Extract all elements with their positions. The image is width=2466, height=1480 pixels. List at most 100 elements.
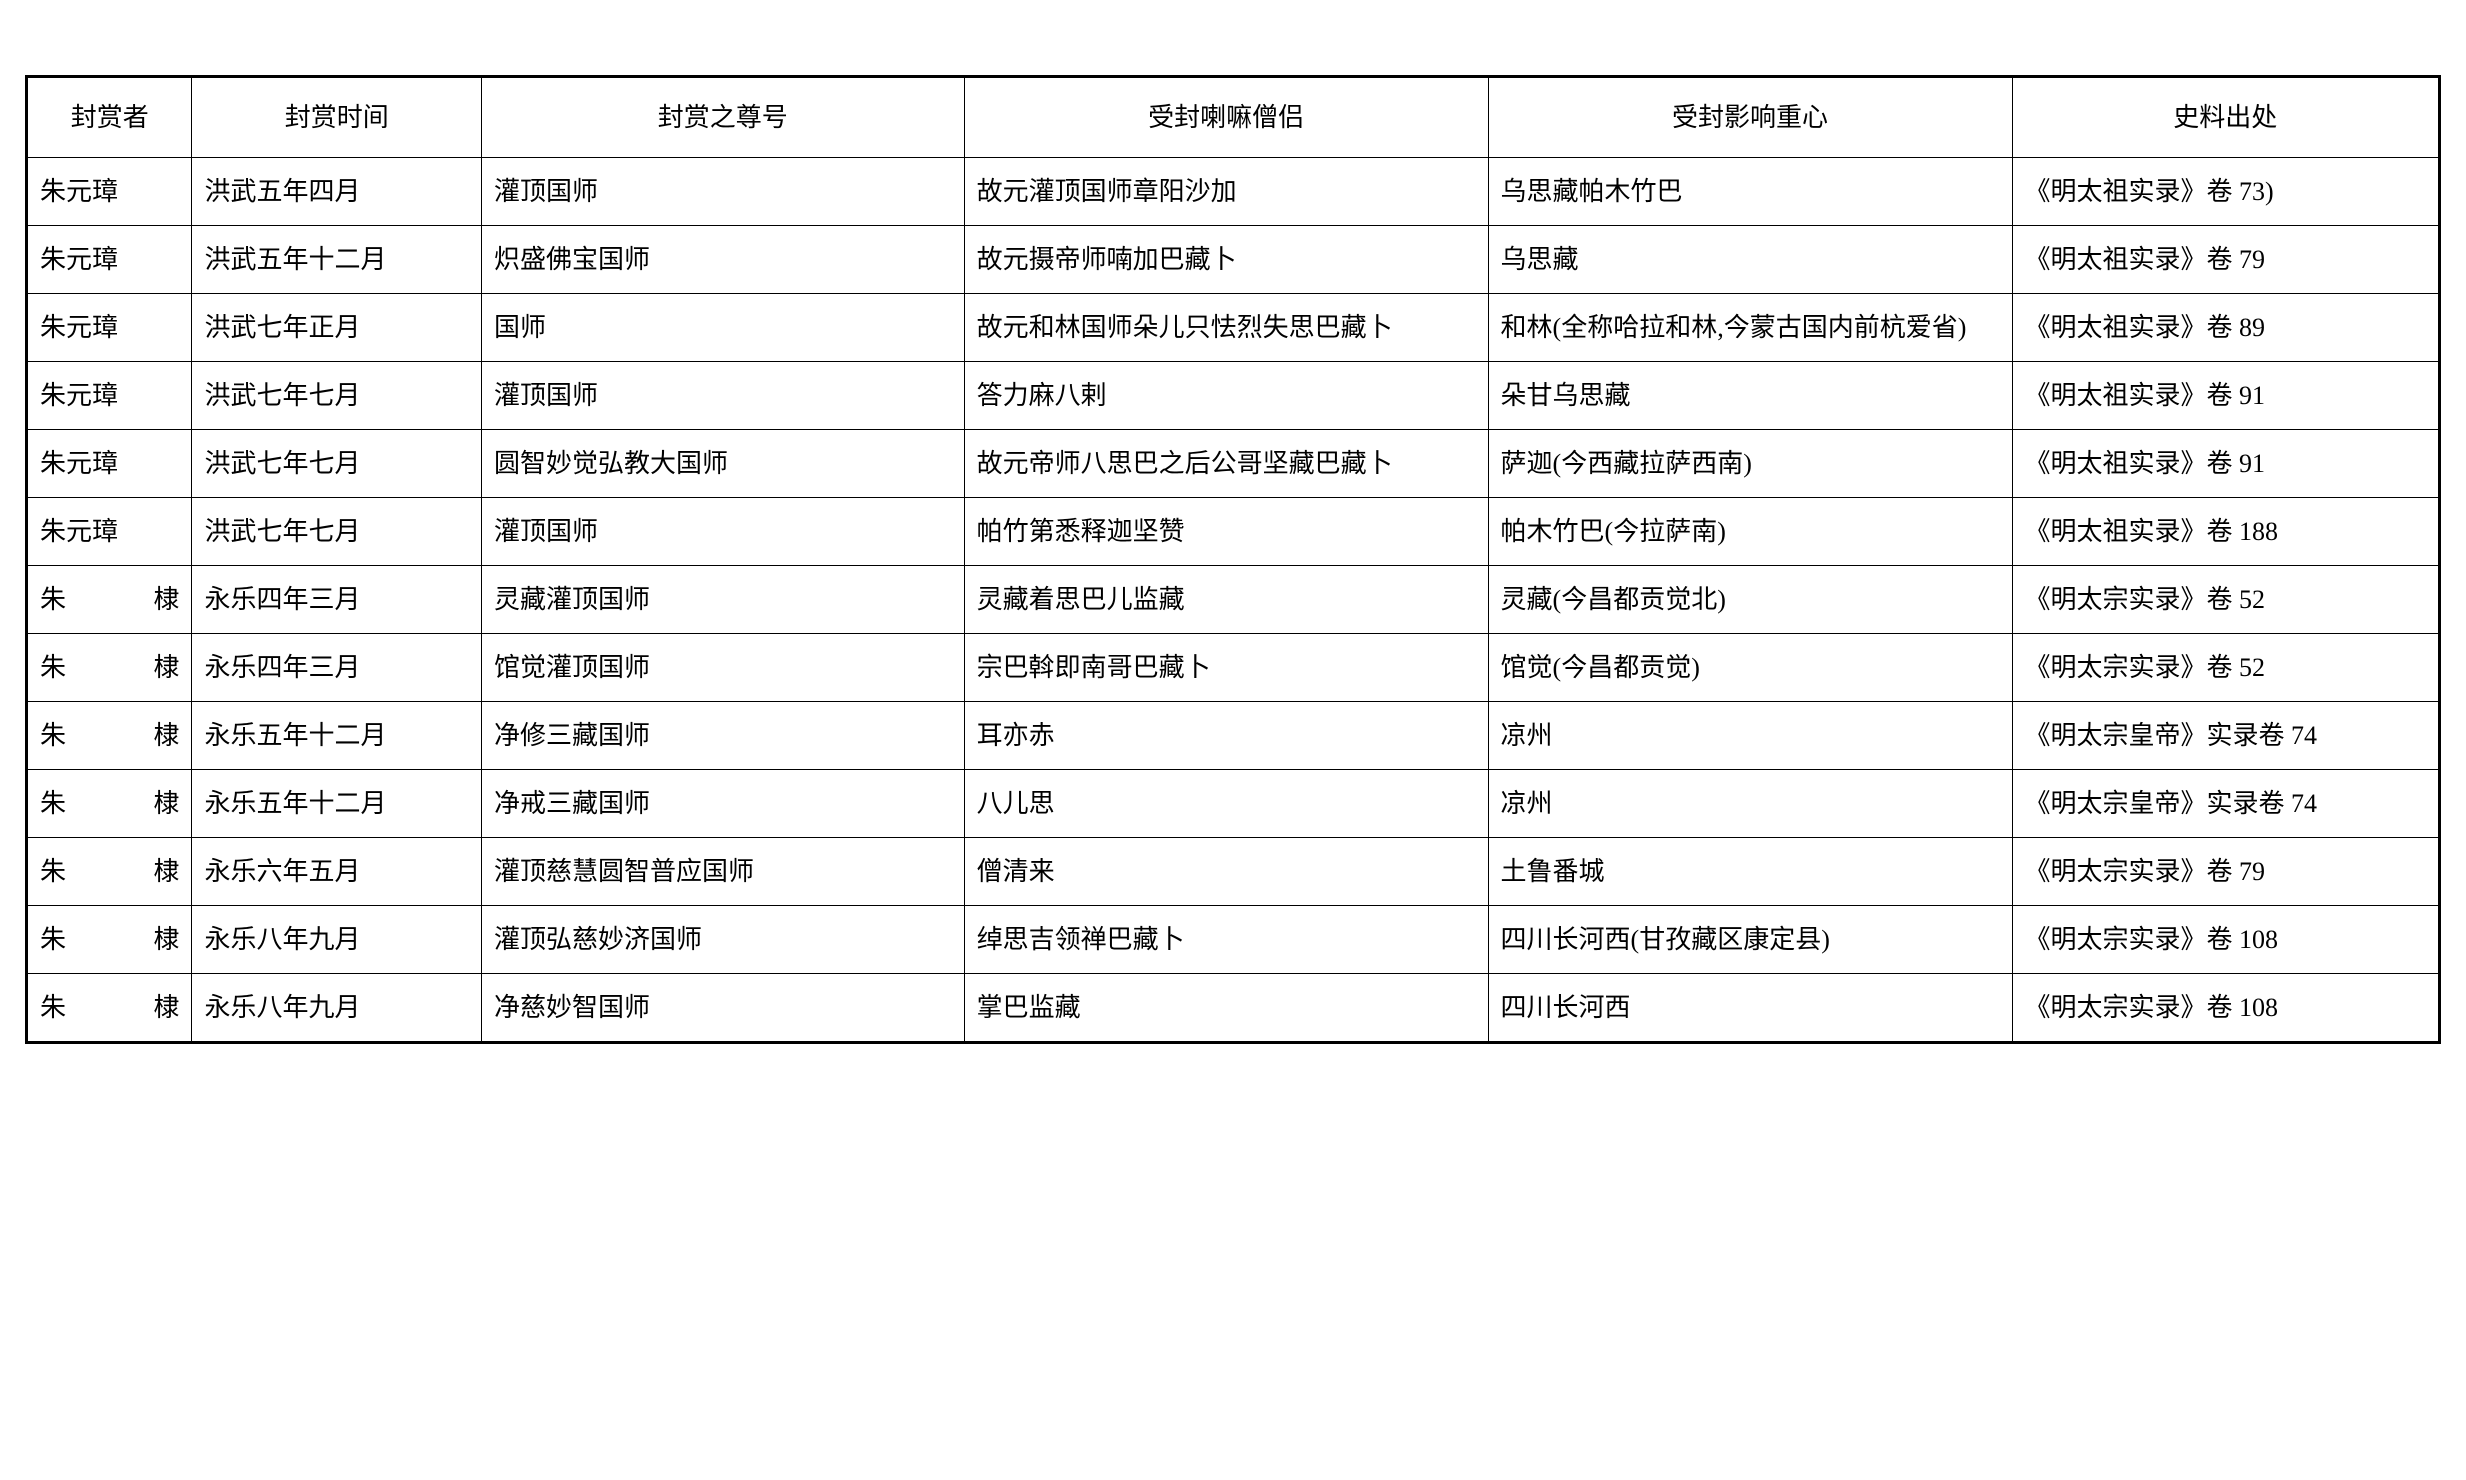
table-cell: 《明太宗实录》卷 108 bbox=[2012, 974, 2440, 1043]
table-cell: 净慈妙智国师 bbox=[482, 974, 965, 1043]
header-lama: 受封喇嘛僧侣 bbox=[964, 77, 1488, 158]
table-cell: 永乐六年五月 bbox=[192, 838, 482, 906]
table-cell: 《明太祖实录》卷 89 bbox=[2012, 294, 2440, 362]
table-cell: 《明太宗实录》卷 52 bbox=[2012, 566, 2440, 634]
table-cell: 乌思藏帕木竹巴 bbox=[1488, 158, 2012, 226]
table-cell: 灵藏着思巴儿监藏 bbox=[964, 566, 1488, 634]
table-row: 朱元璋洪武七年七月圆智妙觉弘教大国师故元帝师八思巴之后公哥坚藏巴藏卜萨迦(今西藏… bbox=[27, 430, 2440, 498]
table-body: 朱元璋洪武五年四月灌顶国师故元灌顶国师章阳沙加乌思藏帕木竹巴《明太祖实录》卷 7… bbox=[27, 158, 2440, 1043]
table-cell: 朱元璋 bbox=[27, 430, 192, 498]
table-cell: 灌顶慈慧圆智普应国师 bbox=[482, 838, 965, 906]
table-cell: 永乐四年三月 bbox=[192, 634, 482, 702]
table-cell: 永乐五年十二月 bbox=[192, 702, 482, 770]
table-row: 朱 棣永乐五年十二月净戒三藏国师八儿思凉州《明太宗皇帝》实录卷 74 bbox=[27, 770, 2440, 838]
table-cell: 朱 棣 bbox=[27, 634, 192, 702]
table-cell: 四川长河西(甘孜藏区康定县) bbox=[1488, 906, 2012, 974]
table-cell: 四川长河西 bbox=[1488, 974, 2012, 1043]
table-cell: 《明太祖实录》卷 73) bbox=[2012, 158, 2440, 226]
table-cell: 八儿思 bbox=[964, 770, 1488, 838]
table-cell: 朱 棣 bbox=[27, 906, 192, 974]
table-cell: 《明太祖实录》卷 91 bbox=[2012, 430, 2440, 498]
table-cell: 永乐四年三月 bbox=[192, 566, 482, 634]
table-cell: 朱 棣 bbox=[27, 838, 192, 906]
table-cell: 故元和林国师朵儿只怯烈失思巴藏卜 bbox=[964, 294, 1488, 362]
table-cell: 洪武五年十二月 bbox=[192, 226, 482, 294]
table-cell: 掌巴监藏 bbox=[964, 974, 1488, 1043]
table-cell: 帕木竹巴(今拉萨南) bbox=[1488, 498, 2012, 566]
table-row: 朱元璋洪武七年七月灌顶国师帕竹第悉释迦坚赞帕木竹巴(今拉萨南)《明太祖实录》卷 … bbox=[27, 498, 2440, 566]
header-affected: 受封影响重心 bbox=[1488, 77, 2012, 158]
table-row: 朱 棣永乐四年三月馆觉灌顶国师宗巴斡即南哥巴藏卜馆觉(今昌都贡觉)《明太宗实录》… bbox=[27, 634, 2440, 702]
table-cell: 炽盛佛宝国师 bbox=[482, 226, 965, 294]
table-cell: 朱元璋 bbox=[27, 498, 192, 566]
table-cell: 《明太宗实录》卷 79 bbox=[2012, 838, 2440, 906]
table-cell: 僧清来 bbox=[964, 838, 1488, 906]
table-row: 朱元璋洪武五年四月灌顶国师故元灌顶国师章阳沙加乌思藏帕木竹巴《明太祖实录》卷 7… bbox=[27, 158, 2440, 226]
table-cell: 宗巴斡即南哥巴藏卜 bbox=[964, 634, 1488, 702]
table-cell: 朱 棣 bbox=[27, 702, 192, 770]
table-row: 朱元璋洪武五年十二月炽盛佛宝国师故元摄帝师喃加巴藏卜乌思藏《明太祖实录》卷 79 bbox=[27, 226, 2440, 294]
header-time: 封赏时间 bbox=[192, 77, 482, 158]
conferment-table: 封赏者 封赏时间 封赏之尊号 受封喇嘛僧侣 受封影响重心 史料出处 朱元璋洪武五… bbox=[25, 75, 2441, 1044]
table-cell: 《明太宗皇帝》实录卷 74 bbox=[2012, 702, 2440, 770]
table-cell: 朱 棣 bbox=[27, 974, 192, 1043]
table-row: 朱 棣永乐八年九月灌顶弘慈妙济国师绰思吉领禅巴藏卜四川长河西(甘孜藏区康定县)《… bbox=[27, 906, 2440, 974]
table-row: 朱 棣永乐四年三月灵藏灌顶国师灵藏着思巴儿监藏灵藏(今昌都贡觉北)《明太宗实录》… bbox=[27, 566, 2440, 634]
table-cell: 和林(全称哈拉和林,今蒙古国内前杭爱省) bbox=[1488, 294, 2012, 362]
table-cell: 圆智妙觉弘教大国师 bbox=[482, 430, 965, 498]
table-cell: 灌顶国师 bbox=[482, 158, 965, 226]
table-cell: 《明太宗实录》卷 108 bbox=[2012, 906, 2440, 974]
table-cell: 洪武七年正月 bbox=[192, 294, 482, 362]
table-cell: 馆觉(今昌都贡觉) bbox=[1488, 634, 2012, 702]
table-cell: 朱 棣 bbox=[27, 770, 192, 838]
table-row: 朱 棣永乐八年九月净慈妙智国师掌巴监藏四川长河西《明太宗实录》卷 108 bbox=[27, 974, 2440, 1043]
table-cell: 《明太祖实录》卷 79 bbox=[2012, 226, 2440, 294]
table-row: 朱 棣永乐六年五月灌顶慈慧圆智普应国师僧清来土鲁番城《明太宗实录》卷 79 bbox=[27, 838, 2440, 906]
table-cell: 洪武七年七月 bbox=[192, 430, 482, 498]
header-source: 史料出处 bbox=[2012, 77, 2440, 158]
table-cell: 朵甘乌思藏 bbox=[1488, 362, 2012, 430]
table-cell: 永乐八年九月 bbox=[192, 974, 482, 1043]
table-cell: 永乐五年十二月 bbox=[192, 770, 482, 838]
table-cell: 灌顶国师 bbox=[482, 498, 965, 566]
table-cell: 洪武七年七月 bbox=[192, 362, 482, 430]
table-cell: 灌顶弘慈妙济国师 bbox=[482, 906, 965, 974]
table-cell: 净戒三藏国师 bbox=[482, 770, 965, 838]
table-cell: 乌思藏 bbox=[1488, 226, 2012, 294]
table-header-row: 封赏者 封赏时间 封赏之尊号 受封喇嘛僧侣 受封影响重心 史料出处 bbox=[27, 77, 2440, 158]
table-cell: 凉州 bbox=[1488, 770, 2012, 838]
table-cell: 永乐八年九月 bbox=[192, 906, 482, 974]
table-cell: 朱 棣 bbox=[27, 566, 192, 634]
table-cell: 洪武五年四月 bbox=[192, 158, 482, 226]
table-row: 朱 棣永乐五年十二月净修三藏国师耳亦赤凉州《明太宗皇帝》实录卷 74 bbox=[27, 702, 2440, 770]
table-cell: 灵藏灌顶国师 bbox=[482, 566, 965, 634]
table-cell: 土鲁番城 bbox=[1488, 838, 2012, 906]
header-title: 封赏之尊号 bbox=[482, 77, 965, 158]
table-cell: 灌顶国师 bbox=[482, 362, 965, 430]
table-cell: 国师 bbox=[482, 294, 965, 362]
table-row: 朱元璋洪武七年正月国师故元和林国师朵儿只怯烈失思巴藏卜和林(全称哈拉和林,今蒙古… bbox=[27, 294, 2440, 362]
table-cell: 答力麻八剌 bbox=[964, 362, 1488, 430]
table-row: 朱元璋洪武七年七月灌顶国师答力麻八剌朵甘乌思藏《明太祖实录》卷 91 bbox=[27, 362, 2440, 430]
table-cell: 朱元璋 bbox=[27, 226, 192, 294]
table-cell: 萨迦(今西藏拉萨西南) bbox=[1488, 430, 2012, 498]
table-cell: 朱元璋 bbox=[27, 294, 192, 362]
table-cell: 《明太宗皇帝》实录卷 74 bbox=[2012, 770, 2440, 838]
table-cell: 绰思吉领禅巴藏卜 bbox=[964, 906, 1488, 974]
table-cell: 《明太祖实录》卷 188 bbox=[2012, 498, 2440, 566]
table-cell: 洪武七年七月 bbox=[192, 498, 482, 566]
table-cell: 朱元璋 bbox=[27, 158, 192, 226]
table-cell: 灵藏(今昌都贡觉北) bbox=[1488, 566, 2012, 634]
table-cell: 净修三藏国师 bbox=[482, 702, 965, 770]
table-cell: 凉州 bbox=[1488, 702, 2012, 770]
table-cell: 故元帝师八思巴之后公哥坚藏巴藏卜 bbox=[964, 430, 1488, 498]
table-cell: 朱元璋 bbox=[27, 362, 192, 430]
table-cell: 故元摄帝师喃加巴藏卜 bbox=[964, 226, 1488, 294]
table-cell: 馆觉灌顶国师 bbox=[482, 634, 965, 702]
table-cell: 《明太宗实录》卷 52 bbox=[2012, 634, 2440, 702]
table-cell: 耳亦赤 bbox=[964, 702, 1488, 770]
table-cell: 帕竹第悉释迦坚赞 bbox=[964, 498, 1488, 566]
table-cell: 故元灌顶国师章阳沙加 bbox=[964, 158, 1488, 226]
header-conferrer: 封赏者 bbox=[27, 77, 192, 158]
table-cell: 《明太祖实录》卷 91 bbox=[2012, 362, 2440, 430]
